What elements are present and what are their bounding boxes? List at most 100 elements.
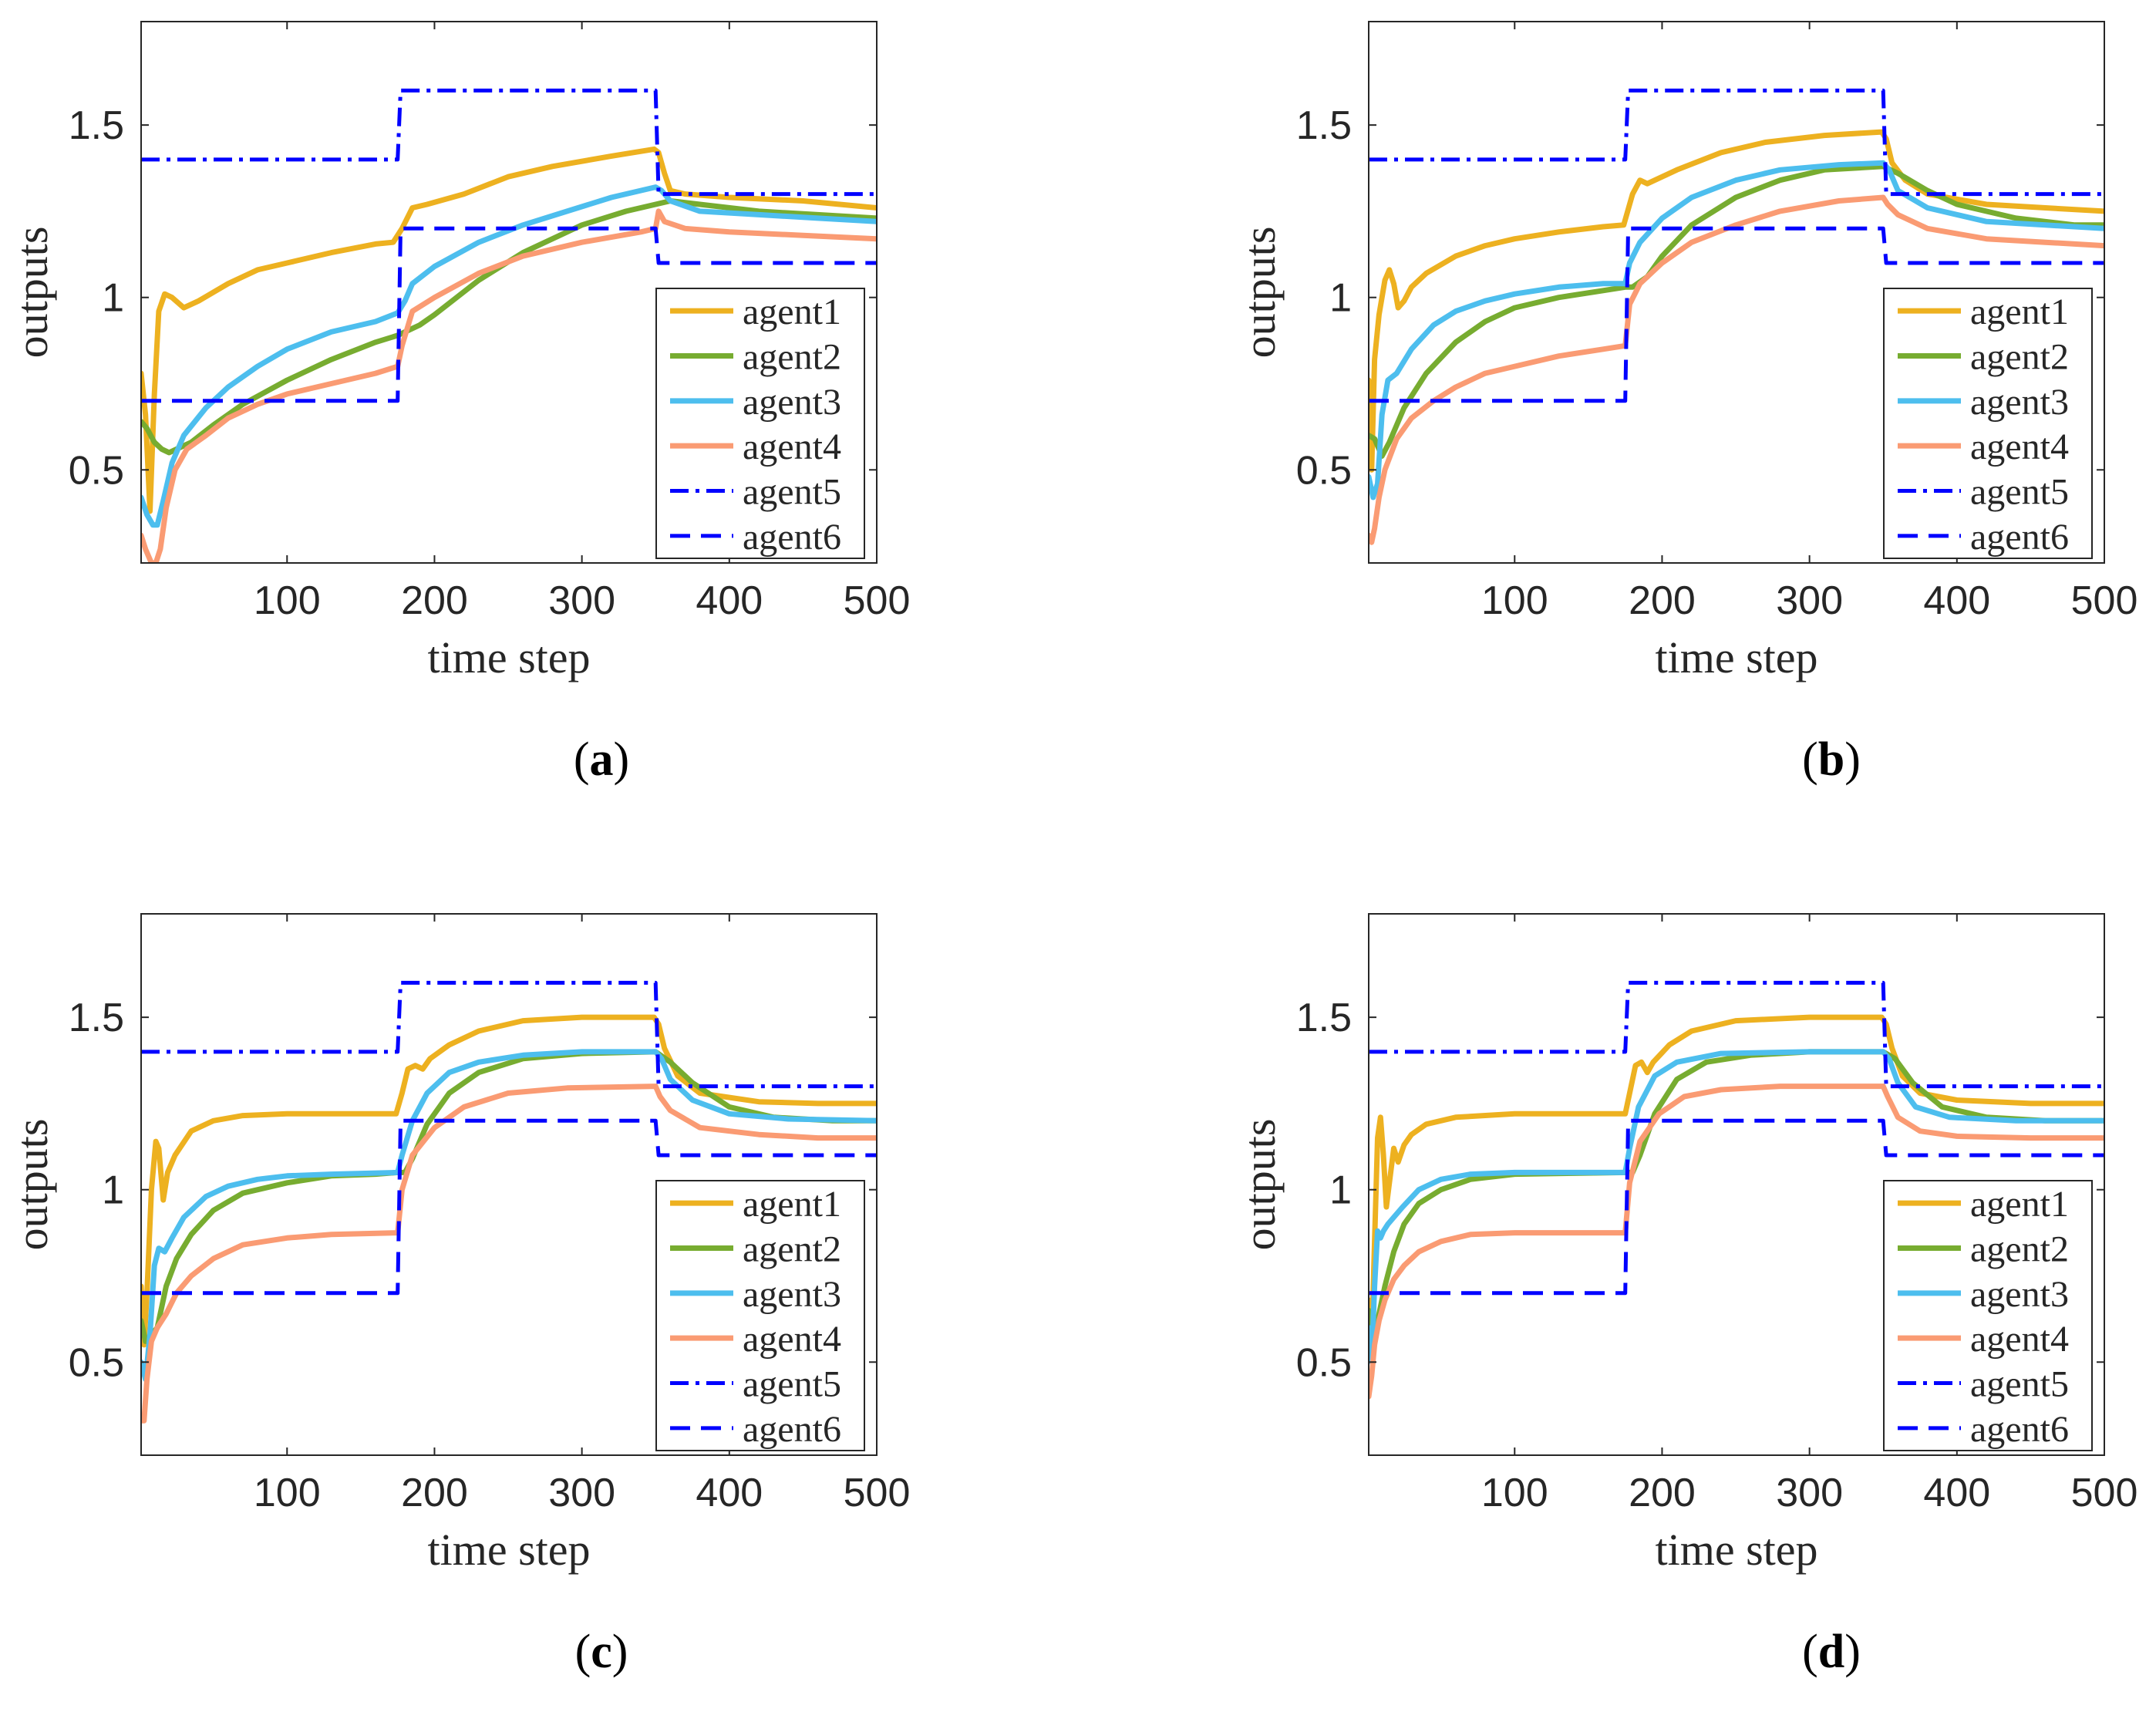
legend-label-agent4: agent4 xyxy=(1970,426,2069,467)
chart-panel-1: 100 200 300 400 500 0.5 1 1.5 time step outputs ag… xyxy=(7,21,911,786)
panel-caption: (b) xyxy=(1802,733,1861,786)
series-line-agent5 xyxy=(1369,980,2104,1089)
series-line-agent4 xyxy=(141,1083,877,1424)
y-axis-label: outputs xyxy=(1235,227,1285,359)
legend-label-agent2: agent2 xyxy=(743,1229,841,1270)
x-tick-label: 500 xyxy=(844,578,911,623)
x-tick-label: 200 xyxy=(401,1471,468,1515)
axes-box xyxy=(140,913,878,1456)
legend-label-agent1: agent1 xyxy=(1970,1184,2069,1225)
series-line-agent5 xyxy=(141,980,877,1089)
legend-box xyxy=(1883,1180,2093,1451)
series-line-agent1 xyxy=(141,1014,877,1348)
x-tick-label: 200 xyxy=(1629,1471,1696,1515)
legend-label-agent3: agent3 xyxy=(1970,1274,2069,1315)
series-lines xyxy=(1369,88,2104,545)
series-line-agent6 xyxy=(141,226,877,403)
series-line-agent6 xyxy=(1369,226,2104,403)
x-tick-label: 200 xyxy=(401,578,468,623)
legend-label-agent6: agent6 xyxy=(743,517,841,558)
chart-panel-3: 100 200 300 400 500 0.5 1 1.5 time step outputs ag… xyxy=(7,913,911,1678)
panel-caption: (a) xyxy=(574,733,629,786)
y-tick-label: 1 xyxy=(1329,1168,1352,1213)
legend-label-agent4: agent4 xyxy=(1970,1319,2069,1360)
x-tick-label: 300 xyxy=(1776,578,1843,623)
legend-label-agent6: agent6 xyxy=(1970,517,2069,558)
y-tick-label: 0.5 xyxy=(69,1340,124,1385)
axes-box xyxy=(1368,21,2105,564)
chart-panel-4: 100 200 300 400 500 0.5 1 1.5 time step outputs ag… xyxy=(1235,913,2138,1678)
series-line-agent5 xyxy=(141,88,877,197)
y-tick-label: 1 xyxy=(102,276,124,321)
legend-label-agent5: agent5 xyxy=(743,472,841,513)
series-line-agent6 xyxy=(141,1118,877,1296)
y-tick-label: 0.5 xyxy=(69,448,124,493)
x-tick-label: 200 xyxy=(1629,578,1696,623)
legend-box xyxy=(655,288,865,559)
x-tick-label: 100 xyxy=(1481,1471,1548,1515)
x-tick-label: 100 xyxy=(254,578,321,623)
x-tick-label: 100 xyxy=(254,1471,321,1515)
x-axis-label: time step xyxy=(1655,1525,1817,1575)
series-line-agent4 xyxy=(1369,194,2104,545)
y-tick-label: 1.5 xyxy=(69,996,124,1040)
x-tick-label: 300 xyxy=(548,578,615,623)
x-tick-label: 400 xyxy=(1923,578,1990,623)
x-tick-label: 400 xyxy=(696,1471,763,1515)
axes-box xyxy=(140,21,878,564)
panel-caption: (c) xyxy=(575,1626,628,1678)
x-tick-label: 500 xyxy=(2071,578,2138,623)
series-line-agent1 xyxy=(1369,1014,2104,1348)
x-tick-label: 500 xyxy=(844,1471,911,1515)
legend-label-agent2: agent2 xyxy=(1970,1229,2069,1270)
series-line-agent6 xyxy=(1369,1118,2104,1296)
legend-label-agent2: agent2 xyxy=(1970,337,2069,378)
series-line-agent4 xyxy=(1369,1083,2104,1400)
x-axis-label: time step xyxy=(427,1525,590,1575)
legend-label-agent3: agent3 xyxy=(1970,382,2069,423)
x-tick-label: 300 xyxy=(548,1471,615,1515)
series-line-agent5 xyxy=(1369,88,2104,197)
x-tick-label: 100 xyxy=(1481,578,1548,623)
y-axis-label: outputs xyxy=(7,1119,57,1251)
legend-label-agent1: agent1 xyxy=(1970,292,2069,332)
x-axis-label: time step xyxy=(427,632,590,682)
series-line-agent1 xyxy=(141,146,877,514)
y-axis-label: outputs xyxy=(1235,1119,1285,1251)
legend-box xyxy=(655,1180,865,1451)
y-axis-label: outputs xyxy=(7,227,57,359)
x-tick-label: 400 xyxy=(1923,1471,1990,1515)
y-tick-label: 1.5 xyxy=(69,103,124,148)
x-tick-label: 500 xyxy=(2071,1471,2138,1515)
series-lines xyxy=(141,88,877,563)
legend-label-agent3: agent3 xyxy=(743,382,841,423)
legend-box xyxy=(1883,288,2093,559)
x-axis-label: time step xyxy=(1655,632,1817,682)
legend-label-agent5: agent5 xyxy=(1970,1364,2069,1405)
series-lines xyxy=(141,980,877,1424)
series-lines xyxy=(1369,980,2104,1400)
x-tick-label: 300 xyxy=(1776,1471,1843,1515)
legend-label-agent5: agent5 xyxy=(1970,472,2069,513)
panel-caption: (d) xyxy=(1802,1626,1861,1678)
legend-label-agent6: agent6 xyxy=(743,1409,841,1450)
y-tick-label: 1.5 xyxy=(1296,996,1352,1040)
chart-panel-2: 100 200 300 400 500 0.5 1 1.5 time step outputs ag… xyxy=(1235,21,2138,786)
axes-box xyxy=(1368,913,2105,1456)
legend-label-agent6: agent6 xyxy=(1970,1409,2069,1450)
series-line-agent3 xyxy=(1369,1049,2104,1365)
y-tick-label: 1 xyxy=(102,1168,124,1213)
legend-label-agent5: agent5 xyxy=(743,1364,841,1405)
legend-label-agent2: agent2 xyxy=(743,337,841,378)
y-tick-label: 0.5 xyxy=(1296,1340,1352,1385)
x-tick-label: 400 xyxy=(696,578,763,623)
y-tick-label: 1.5 xyxy=(1296,103,1352,148)
legend-label-agent3: agent3 xyxy=(743,1274,841,1315)
legend-label-agent1: agent1 xyxy=(743,1184,841,1225)
y-tick-label: 1 xyxy=(1329,276,1352,321)
